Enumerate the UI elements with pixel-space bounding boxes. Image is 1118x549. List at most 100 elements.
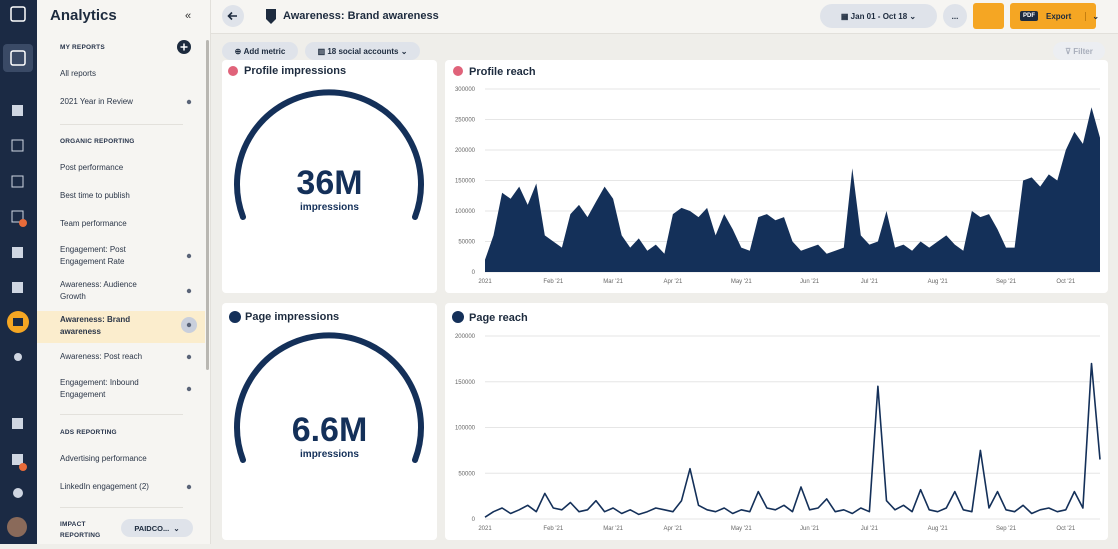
icon-rail bbox=[0, 0, 37, 544]
x-tick-label: May '21 bbox=[731, 279, 752, 285]
x-tick-label: Mar '21 bbox=[603, 279, 623, 285]
separator bbox=[60, 414, 183, 415]
nav-item[interactable]: Best time to publish bbox=[60, 191, 130, 200]
x-tick-label: Aug '21 bbox=[928, 279, 949, 285]
pin-icons bbox=[181, 99, 197, 490]
share-button[interactable] bbox=[973, 3, 1004, 29]
y-tick-label: 150000 bbox=[455, 380, 476, 386]
chart: Profile reach 0 50000 100000 150000 200000 25… bbox=[453, 66, 1100, 285]
export-button[interactable]: PDF Export ⌄ bbox=[1010, 3, 1099, 29]
nav-item[interactable]: Awareness: Audience Growth bbox=[60, 280, 137, 301]
nav-item[interactable]: Advertising performance bbox=[60, 454, 147, 463]
area bbox=[485, 107, 1100, 272]
nav-item-active[interactable]: Awareness: Brand awareness bbox=[60, 315, 131, 336]
section-title: ADS REPORTING bbox=[60, 429, 117, 436]
accounts-label: 18 social accounts bbox=[327, 46, 399, 56]
more-label: ... bbox=[951, 11, 959, 21]
x-tick-label: May '21 bbox=[731, 526, 752, 532]
x-tick-label: 2021 bbox=[478, 526, 492, 532]
chart-card: Profile reach 0 50000 100000 150000 200000 25… bbox=[445, 60, 1108, 293]
chart-card: Page reach 0 50000 100000 150000 200000 2021 F… bbox=[445, 303, 1108, 540]
x-tick-label: Aug '21 bbox=[928, 526, 949, 532]
y-tick-label: 50000 bbox=[458, 240, 475, 246]
widget-title: Profile impressions bbox=[244, 65, 347, 77]
separator bbox=[60, 124, 183, 125]
chart-title: Page reach bbox=[469, 312, 528, 324]
y-tick-label: 0 bbox=[472, 270, 476, 276]
nav-item[interactable]: All reports bbox=[60, 69, 97, 78]
section-title: ORGANIC REPORTING bbox=[60, 138, 135, 145]
date-range-button[interactable]: ▦ Jan 01 - Oct 18 ⌄ bbox=[820, 4, 937, 28]
x-tick-label: Feb '21 bbox=[543, 526, 563, 532]
add-metric-label: Add metric bbox=[243, 46, 286, 56]
widget-unit: impressions bbox=[300, 202, 359, 213]
sidebar-title: Analytics bbox=[50, 7, 117, 24]
x-tick-label: Mar '21 bbox=[603, 526, 623, 532]
y-tick-label: 100000 bbox=[455, 426, 476, 432]
sidebar: Analytics « MY REPORTS All reports 2021 … bbox=[37, 0, 211, 544]
impact-select-label: PAIDCO... bbox=[134, 523, 170, 533]
widget-unit: impressions bbox=[300, 449, 359, 460]
nav-item[interactable]: 2021 Year in Review bbox=[60, 97, 133, 106]
scrollbar bbox=[206, 40, 209, 370]
filter-label: Filter bbox=[1073, 46, 1093, 56]
top-bar: Awareness: Brand awareness ▦ Jan 01 - Oc… bbox=[211, 0, 1118, 34]
x-tick-label: Jul '21 bbox=[861, 526, 879, 532]
date-range: Jan 01 - Oct 18 bbox=[850, 11, 908, 21]
x-tick-label: 2021 bbox=[478, 279, 492, 285]
nav-item[interactable]: Team performance bbox=[60, 219, 127, 228]
network-icon bbox=[453, 66, 463, 76]
x-tick-label: Sep '21 bbox=[996, 526, 1017, 532]
y-tick-label: 0 bbox=[472, 517, 476, 523]
export-label: Export bbox=[1046, 11, 1072, 21]
x-tick-label: Feb '21 bbox=[543, 279, 563, 285]
x-tick-label: Apr '21 bbox=[664, 526, 683, 532]
gauge bbox=[228, 66, 424, 220]
report-title: Awareness: Brand awareness bbox=[283, 10, 439, 22]
accounts-button[interactable]: ▥ 18 social accounts ⌄ bbox=[305, 42, 420, 60]
nav-item[interactable]: Post performance bbox=[60, 163, 124, 172]
add-metric-button[interactable]: ⊕ Add metric bbox=[222, 42, 298, 60]
chart: Page reach 0 50000 100000 150000 200000 2021 F… bbox=[452, 311, 1101, 532]
more-button[interactable]: ... bbox=[943, 4, 967, 28]
x-tick-label: Jul '21 bbox=[861, 279, 879, 285]
active-highlight bbox=[37, 311, 205, 343]
y-tick-label: 300000 bbox=[455, 87, 476, 93]
y-tick-label: 150000 bbox=[455, 179, 476, 185]
nav-item[interactable]: LinkedIn engagement (2) bbox=[60, 482, 149, 491]
x-tick-label: Oct '21 bbox=[1056, 279, 1075, 285]
x-tick-label: Apr '21 bbox=[664, 279, 683, 285]
network-icon bbox=[452, 311, 464, 323]
widget-card: Profile impressions 36M impressions bbox=[222, 60, 437, 293]
separator bbox=[60, 507, 183, 508]
impact-select[interactable]: PAIDCO... ⌄ bbox=[121, 519, 193, 537]
nav-item[interactable]: Awareness: Post reach bbox=[60, 352, 143, 361]
x-tick-label: Jun '21 bbox=[800, 279, 820, 285]
widget-card: Page impressions 6.6M impressions bbox=[222, 303, 437, 540]
gauge bbox=[229, 311, 424, 463]
rail-icons bbox=[3, 6, 33, 537]
widget-value: 6.6M bbox=[291, 411, 368, 449]
x-tick-label: Sep '21 bbox=[996, 279, 1017, 285]
chart-title: Profile reach bbox=[469, 66, 536, 78]
y-tick-label: 200000 bbox=[455, 334, 476, 340]
pdf-badge: PDF bbox=[1020, 11, 1038, 21]
x-tick-label: Jun '21 bbox=[800, 526, 820, 532]
collapse-button[interactable]: « bbox=[185, 10, 192, 22]
add-report-button[interactable] bbox=[177, 40, 191, 54]
line bbox=[484, 362, 1101, 518]
y-tick-label: 200000 bbox=[455, 148, 476, 154]
nav-item[interactable]: Engagement: Post Engagement Rate bbox=[60, 245, 126, 266]
widget-value: 36M bbox=[296, 164, 363, 202]
section-title: IMPACT REPORTING bbox=[60, 521, 101, 539]
y-tick-label: 50000 bbox=[458, 471, 475, 477]
y-tick-label: 100000 bbox=[455, 209, 476, 215]
x-tick-label: Oct '21 bbox=[1056, 526, 1075, 532]
y-tick-label: 250000 bbox=[455, 118, 476, 124]
nav-item[interactable]: Engagement: Inbound Engagement bbox=[60, 378, 139, 399]
section-title: MY REPORTS bbox=[60, 44, 105, 51]
widget-title: Page impressions bbox=[245, 311, 340, 323]
back-and-logo bbox=[222, 5, 276, 27]
filter-button[interactable]: ⊽ Filter bbox=[1053, 42, 1105, 60]
